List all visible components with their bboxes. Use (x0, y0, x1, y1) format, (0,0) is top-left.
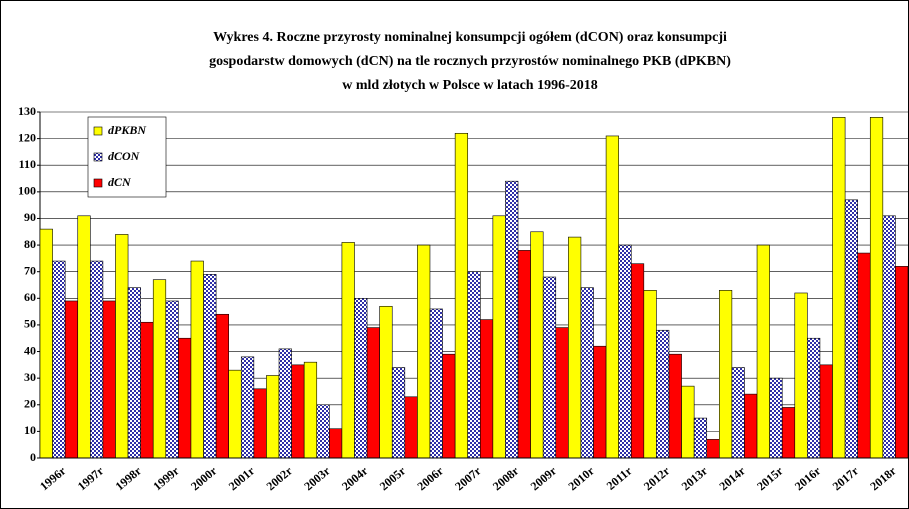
bar (165, 300, 179, 459)
y-tick-label: 10 (24, 423, 36, 437)
bar (882, 215, 896, 459)
bar (366, 327, 380, 459)
y-tick-label: 100 (18, 184, 36, 198)
bar (580, 287, 594, 459)
bar (681, 385, 695, 459)
bar (429, 308, 443, 459)
bar (517, 250, 531, 459)
bar (316, 404, 330, 459)
bar (618, 244, 632, 459)
chart-title: gospodarstw domowych (dCN) na tle roczny… (209, 54, 731, 69)
legend-swatch (93, 152, 103, 162)
bar (492, 215, 506, 459)
bar (643, 290, 657, 459)
bar (203, 274, 217, 459)
bar (454, 132, 469, 459)
legend-swatch (93, 178, 103, 188)
y-tick-label: 90 (24, 210, 36, 224)
bar (656, 329, 670, 459)
bar (329, 428, 343, 459)
bar (706, 439, 720, 459)
bar (178, 337, 192, 459)
bar (857, 252, 871, 459)
bar (744, 393, 758, 459)
bar (115, 234, 129, 459)
y-tick-label: 60 (24, 290, 36, 304)
bar (693, 417, 708, 459)
bar (417, 244, 431, 459)
bar (291, 364, 305, 459)
bar (769, 377, 783, 459)
chart-title: Wykres 4. Roczne przyrosty nominalnej ko… (213, 30, 727, 45)
bar (303, 361, 318, 459)
y-tick-label: 20 (24, 397, 36, 411)
bar (102, 300, 116, 459)
bar (869, 117, 884, 459)
bar (90, 260, 104, 459)
bar (756, 244, 770, 459)
legend-swatch (93, 126, 103, 136)
bar (807, 337, 821, 459)
bar (127, 287, 141, 459)
bar (555, 327, 569, 459)
bar (391, 367, 406, 459)
bar (215, 313, 229, 459)
bar (341, 242, 355, 459)
y-tick-label: 80 (24, 237, 36, 251)
bar (404, 396, 418, 459)
y-tick-label: 40 (24, 343, 36, 357)
bar (39, 228, 53, 459)
bar (832, 117, 846, 459)
y-tick-label: 70 (24, 263, 36, 277)
bar (505, 180, 519, 459)
bar (152, 279, 167, 459)
legend-label: dCN (108, 175, 132, 189)
legend-label: dCON (108, 149, 141, 163)
bar (542, 276, 557, 459)
bar (442, 353, 456, 459)
bar (266, 375, 280, 459)
legend: dPKBN dCON dCN (87, 116, 167, 198)
bar (781, 407, 796, 459)
bar (379, 305, 393, 459)
bar (354, 298, 368, 459)
y-tick-label: 130 (18, 104, 36, 118)
bar (568, 236, 582, 459)
bar (895, 266, 909, 459)
bar (64, 300, 79, 459)
bar (668, 353, 682, 459)
bar (140, 321, 154, 459)
bar (844, 199, 858, 459)
y-tick-label: 50 (24, 317, 36, 331)
legend-label: dPKBN (108, 123, 147, 137)
bar (190, 260, 204, 459)
y-tick-label: 30 (24, 370, 36, 384)
bar (467, 271, 481, 459)
bar (228, 369, 242, 459)
y-tick-label: 120 (18, 130, 36, 144)
bar (819, 364, 833, 459)
bar (794, 292, 808, 459)
bar (278, 348, 292, 459)
bar (240, 356, 255, 459)
bar (593, 345, 607, 459)
bar (719, 290, 733, 459)
bar (253, 388, 267, 459)
bar (52, 260, 66, 459)
bar (731, 367, 745, 459)
y-tick-label: 110 (19, 157, 36, 171)
bar (605, 135, 619, 459)
y-tick-label: 0 (30, 450, 36, 464)
bar (530, 231, 544, 459)
bar (479, 319, 494, 459)
chart-title: w mld złotych w Polsce w latach 1996-201… (342, 78, 597, 93)
bar (630, 263, 645, 459)
bar (77, 215, 91, 459)
